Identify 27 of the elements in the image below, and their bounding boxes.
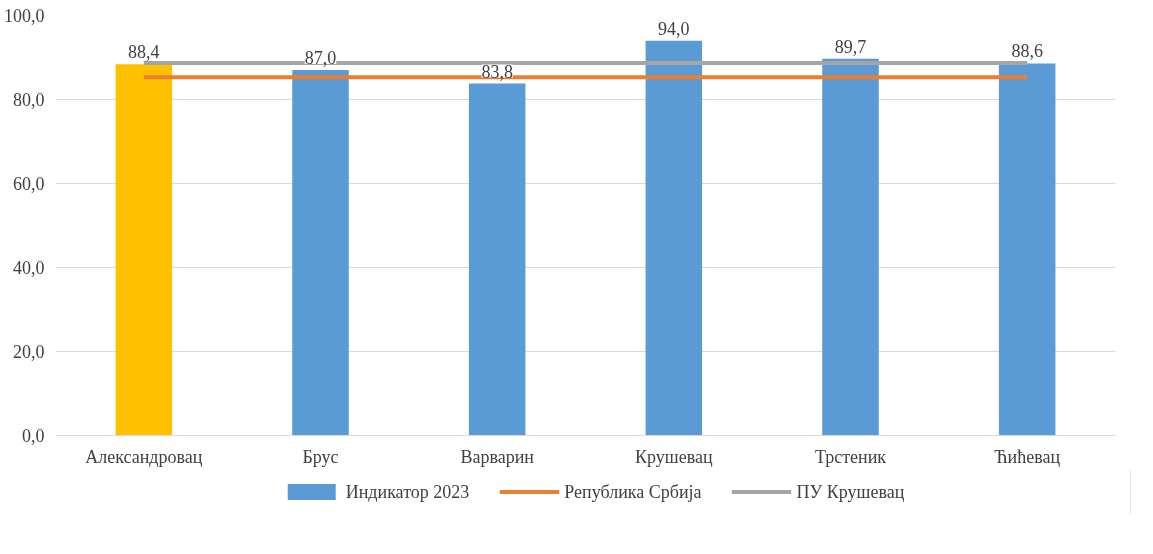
x-tick-label: Александровац <box>85 446 203 467</box>
bar <box>645 40 703 436</box>
legend-label: Индикатор 2023 <box>345 481 470 502</box>
y-tick-label: 40,0 <box>13 258 45 278</box>
bar <box>822 58 879 436</box>
data-label: 83,8 <box>481 61 513 82</box>
x-tick-label: Варварин <box>460 446 535 467</box>
y-tick-label: 60,0 <box>13 174 45 194</box>
data-label: 89,7 <box>834 36 867 57</box>
data-label: 88,6 <box>1011 41 1043 62</box>
y-tick-label: 0,0 <box>22 426 45 446</box>
x-tick-label: Трстеник <box>814 446 887 467</box>
y-tick-label: 100,0 <box>4 6 45 26</box>
bar <box>998 63 1056 436</box>
legend-label: Република Србија <box>564 481 702 502</box>
bar <box>115 64 173 436</box>
data-label: 87,0 <box>304 48 337 69</box>
bar <box>468 83 526 436</box>
y-tick-label: 80,0 <box>13 90 45 110</box>
x-tick-label: Ћићевац <box>994 446 1061 467</box>
data-label: 94,0 <box>658 18 690 39</box>
bar <box>292 70 349 436</box>
x-tick-label: Брус <box>302 446 339 467</box>
data-label: 88,4 <box>128 42 160 63</box>
legend-label: ПУ Крушевац <box>796 481 905 502</box>
x-tick-label: Крушевац <box>635 446 713 467</box>
y-tick-label: 20,0 <box>13 342 45 362</box>
